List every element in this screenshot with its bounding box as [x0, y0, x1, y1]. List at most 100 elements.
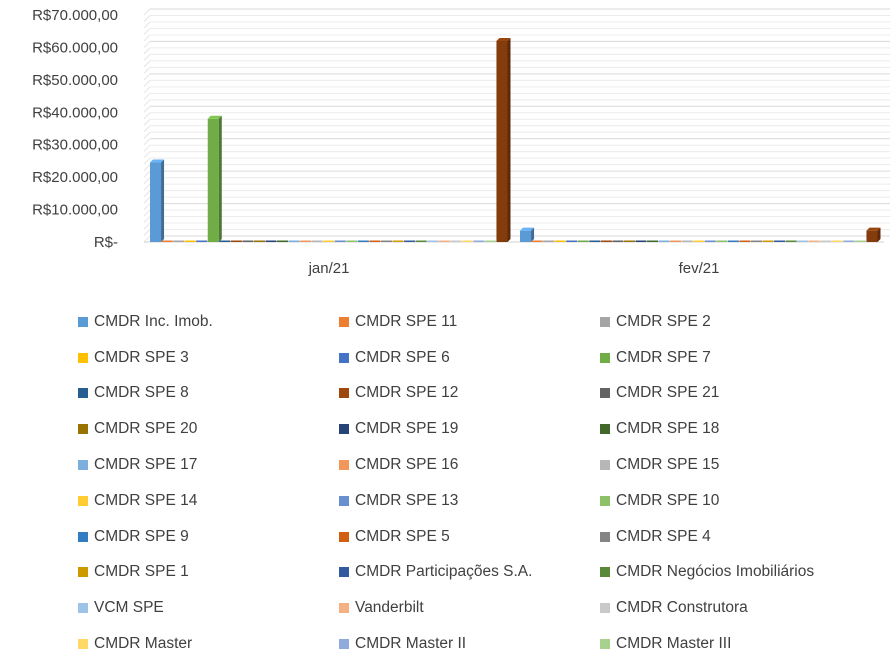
bar	[750, 240, 763, 242]
bars	[150, 37, 881, 242]
legend-label: CMDR Inc. Imob.	[94, 312, 213, 330]
gridline	[143, 86, 151, 94]
gridline	[143, 67, 151, 74]
gridline	[143, 177, 151, 184]
y-tick-label: R$50.000,00	[32, 72, 118, 89]
gridline	[143, 131, 151, 139]
legend-swatch	[339, 388, 349, 399]
bar	[785, 240, 797, 242]
gridline	[143, 8, 151, 16]
bar	[277, 240, 289, 242]
bar	[716, 240, 728, 242]
bar	[577, 240, 589, 242]
gridline	[143, 79, 151, 87]
gridline	[143, 34, 151, 42]
gridline	[143, 222, 151, 230]
legend-item: CMDR SPE 15	[600, 447, 888, 483]
gridline	[143, 183, 151, 191]
legend-label: CMDR Construtora	[616, 599, 748, 617]
legend-item: CMDR Negócios Imobiliários	[600, 555, 888, 591]
y-tick-label: R$20.000,00	[32, 169, 118, 186]
legend-item: CMDR SPE 21	[600, 376, 888, 412]
legend-label: CMDR SPE 19	[355, 420, 459, 438]
legend-swatch	[600, 460, 610, 471]
legend-item: CMDR SPE 16	[339, 447, 600, 483]
y-axis-ticks: R$- R$10.000,00 R$20.000,00 R$30.000,00 R$40…	[32, 7, 118, 251]
bar	[207, 115, 222, 242]
bar	[670, 240, 682, 242]
legend-item: CMDR Master	[78, 626, 339, 662]
bar	[369, 240, 381, 242]
legend-item: CMDR Inc. Imob.	[78, 304, 339, 340]
bar	[762, 240, 774, 242]
gridline	[143, 92, 151, 100]
gridline	[143, 73, 151, 81]
legend-swatch	[339, 603, 349, 614]
bar	[647, 240, 659, 242]
bar	[727, 240, 739, 242]
bar	[461, 240, 473, 242]
legend-swatch	[339, 639, 349, 650]
bar	[774, 240, 786, 242]
bar	[323, 240, 335, 242]
y-tick-label: R$-	[94, 234, 118, 251]
legend-item: VCM SPE	[78, 590, 339, 626]
bar	[380, 240, 393, 242]
x-category-label: jan/21	[308, 260, 350, 277]
gridline	[143, 60, 151, 68]
legend-item: CMDR Participações S.A.	[339, 555, 600, 591]
legend-label: CMDR SPE 20	[94, 420, 198, 438]
legend-swatch	[600, 495, 610, 506]
gridline	[143, 112, 151, 120]
legend-swatch	[600, 639, 610, 650]
legend-label: CMDR SPE 14	[94, 491, 198, 509]
legend-swatch	[339, 495, 349, 506]
legend-item: CMDR SPE 5	[339, 519, 600, 555]
legend-swatch	[78, 495, 88, 506]
gridline	[143, 216, 151, 223]
legend-label: CMDR Participações S.A.	[355, 563, 533, 581]
legend-label: CMDR SPE 11	[355, 312, 458, 330]
legend-item: CMDR SPE 7	[600, 340, 888, 376]
legend-item: CMDR SPE 19	[339, 411, 600, 447]
bar	[242, 240, 254, 242]
legend-swatch	[600, 424, 610, 435]
legend-label: CMDR SPE 16	[355, 456, 459, 474]
legend-item: CMDR SPE 1	[78, 555, 339, 591]
legend-label: CMDR SPE 17	[94, 456, 198, 474]
gridlines	[143, 8, 890, 243]
legend-swatch	[78, 567, 88, 578]
bar	[520, 227, 535, 242]
bar	[484, 240, 496, 242]
bar	[184, 240, 196, 242]
legend-label: VCM SPE	[94, 599, 164, 617]
legend-label: CMDR SPE 21	[616, 384, 720, 402]
gridline	[143, 157, 151, 165]
legend-item: CMDR SPE 9	[78, 519, 339, 555]
legend-item: CMDR SPE 13	[339, 483, 600, 519]
legend-swatch	[339, 352, 349, 363]
legend-item: CMDR SPE 18	[600, 411, 888, 447]
bar	[739, 240, 751, 242]
bar	[161, 240, 173, 242]
gridline	[143, 125, 151, 133]
gridline	[143, 229, 151, 236]
bar	[658, 240, 670, 242]
legend-item: CMDR SPE 2	[600, 304, 888, 340]
gridline	[143, 170, 151, 178]
legend-swatch	[339, 424, 349, 435]
legend-label: CMDR SPE 2	[616, 312, 711, 330]
legend-item: CMDR SPE 8	[78, 376, 339, 412]
bar	[612, 240, 624, 242]
bar	[866, 227, 881, 242]
bar	[334, 240, 346, 242]
bar	[253, 240, 265, 242]
legend-label: CMDR Master	[94, 635, 193, 653]
bar	[681, 240, 693, 242]
legend: CMDR Inc. Imob. CMDR SPE 11 CMDR SPE 2 CMDR…	[78, 304, 888, 662]
legend-swatch	[78, 460, 88, 471]
gridline	[143, 41, 151, 48]
bar	[311, 240, 323, 242]
x-axis-categories: jan/21 fev/21	[308, 260, 720, 277]
legend-swatch	[78, 603, 88, 614]
